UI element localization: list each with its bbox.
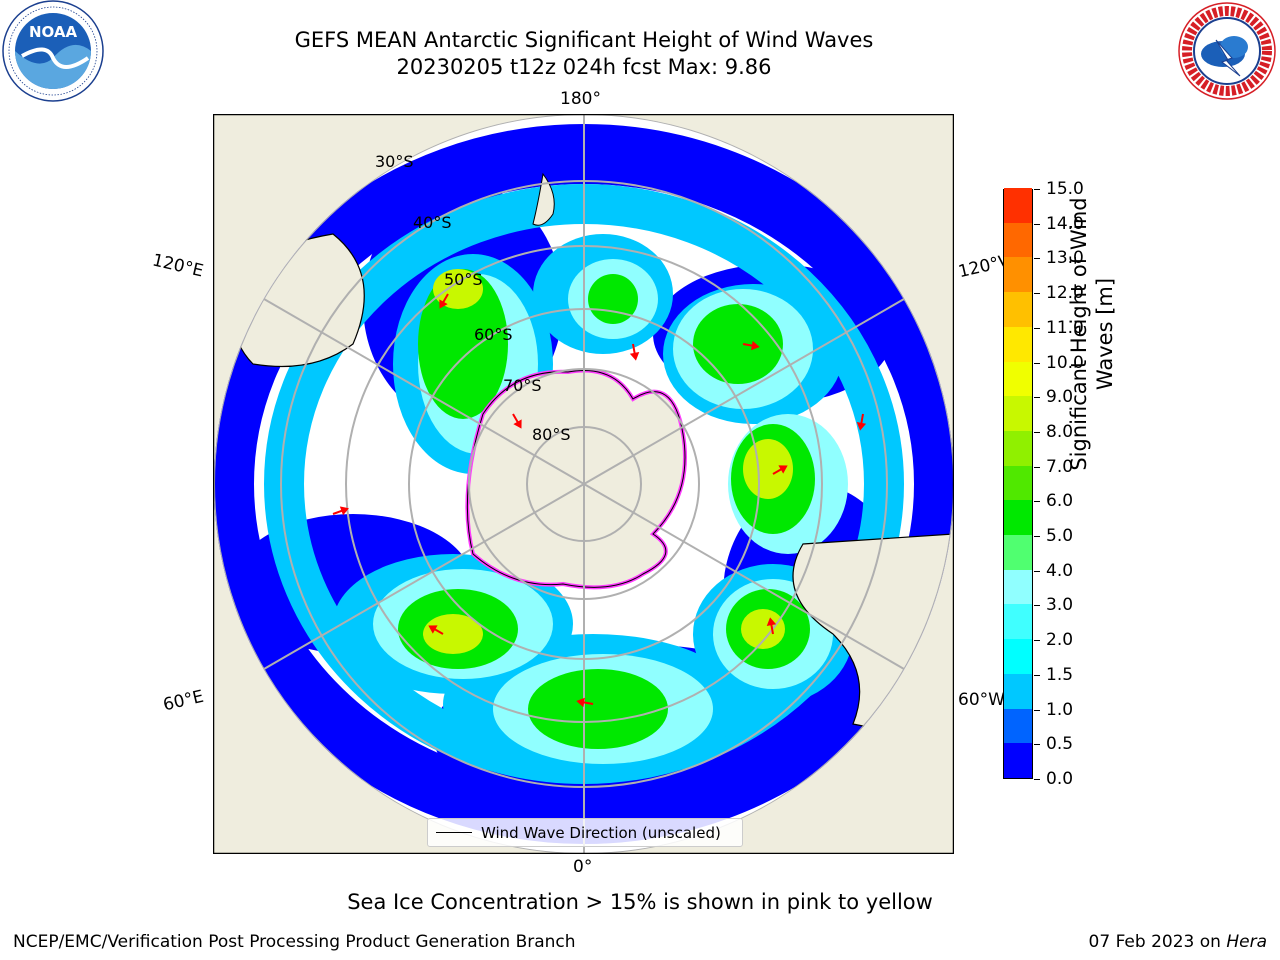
colorbar-tick xyxy=(1034,674,1040,676)
lon-label-60e: 60°E xyxy=(161,686,206,716)
nws-logo xyxy=(1178,2,1276,100)
land-new-zealand xyxy=(532,172,555,226)
lat-label-60s: 60°S xyxy=(474,325,513,344)
lon-label-180: 180° xyxy=(560,89,601,109)
wind-wave-arrows xyxy=(332,293,867,708)
sea-ice-caption: Sea Ice Concentration > 15% is shown in … xyxy=(347,890,933,914)
map-legend: Wind Wave Direction (unscaled) xyxy=(427,818,743,847)
colorbar-tick-label: 3.0 xyxy=(1046,595,1074,616)
footer-credit: NCEP/EMC/Verification Post Processing Pr… xyxy=(13,932,576,952)
colorbar-segment xyxy=(1004,673,1032,709)
chart-subtitle: 20230205 t12z 024h fcst Max: 9.86 xyxy=(396,55,772,79)
colorbar-tick-label: 4.0 xyxy=(1046,560,1074,581)
legend-line-swatch xyxy=(436,832,472,833)
colorbar-tick xyxy=(1034,605,1040,607)
colorbar-tick xyxy=(1034,223,1040,225)
colorbar-tick-label: 2.0 xyxy=(1046,630,1074,651)
noaa-logo: NOAA xyxy=(2,0,104,102)
colorbar-segment xyxy=(1004,534,1032,570)
lat-label-50s: 50°S xyxy=(444,270,483,289)
colorbar-tick-label: 9.0 xyxy=(1046,387,1074,408)
lat-label-30s: 30°S xyxy=(375,152,414,171)
colorbar-tick xyxy=(1034,501,1040,503)
colorbar xyxy=(1003,187,1033,779)
colorbar-segment xyxy=(1004,569,1032,605)
colorbar-tick xyxy=(1034,258,1040,260)
colorbar-tick-label: 15.0 xyxy=(1046,179,1084,199)
lon-label-60w: 60°W xyxy=(958,690,1005,710)
colorbar-segment xyxy=(1004,603,1032,640)
colorbar-tick-label: 11.0 xyxy=(1046,317,1084,338)
colorbar-segment xyxy=(1004,638,1032,674)
colorbar-tick-label: 7.0 xyxy=(1046,456,1074,477)
colorbar-tick xyxy=(1034,397,1040,399)
colorbar-segment xyxy=(1004,291,1032,327)
colorbar-tick xyxy=(1034,466,1040,468)
colorbar-tick xyxy=(1034,640,1040,642)
legend-label: Wind Wave Direction (unscaled) xyxy=(481,823,721,842)
colorbar-segment xyxy=(1004,499,1032,536)
lat-label-70s: 70°S xyxy=(503,376,542,395)
colorbar-tick xyxy=(1034,327,1040,329)
graticule xyxy=(214,114,954,854)
colorbar-tick xyxy=(1034,362,1040,364)
colorbar-segment xyxy=(1004,361,1032,397)
colorbar-tick-label: 5.0 xyxy=(1046,526,1074,547)
colorbar-tick xyxy=(1034,431,1040,433)
lon-label-120e: 120°E xyxy=(150,250,206,282)
footer-date-text: 07 Feb 2023 on xyxy=(1088,932,1221,952)
colorbar-segment xyxy=(1004,222,1032,258)
colorbar-segment xyxy=(1004,708,1032,744)
colorbar-segment xyxy=(1004,430,1032,466)
colorbar-tick xyxy=(1034,536,1040,538)
colorbar-segment xyxy=(1004,256,1032,293)
colorbar-segment xyxy=(1004,395,1032,431)
colorbar-tick-label: 1.5 xyxy=(1046,664,1074,685)
colorbar-tick-label: 8.0 xyxy=(1046,421,1074,442)
colorbar-title-line1: Significant Height of Wind xyxy=(1067,197,1091,471)
colorbar-segment xyxy=(1004,326,1032,362)
colorbar-tick-label: 13.0 xyxy=(1046,248,1084,269)
colorbar-tick xyxy=(1034,709,1040,711)
colorbar-tick-label: 1.0 xyxy=(1046,699,1074,720)
colorbar-tick-label: 10.0 xyxy=(1046,352,1084,373)
noaa-logo-text: NOAA xyxy=(29,23,78,41)
lon-label-0: 0° xyxy=(573,857,593,877)
chart-title: GEFS MEAN Antarctic Significant Height o… xyxy=(294,28,874,52)
colorbar-tick-label: 0.5 xyxy=(1046,734,1074,755)
lat-label-80s: 80°S xyxy=(532,425,571,444)
colorbar-tick-label: 6.0 xyxy=(1046,491,1074,512)
colorbar-tick xyxy=(1034,744,1040,746)
colorbar-tick-label: 14.0 xyxy=(1046,213,1084,234)
colorbar-segment xyxy=(1004,742,1032,778)
colorbar-segment xyxy=(1004,187,1032,223)
colorbar-tick-label: 0.0 xyxy=(1046,769,1074,789)
colorbar-tick xyxy=(1034,293,1040,295)
colorbar-tick xyxy=(1034,570,1040,572)
colorbar-tick-label: 12.0 xyxy=(1046,283,1084,304)
footer-date: 07 Feb 2023 on Hera xyxy=(1089,932,1267,952)
colorbar-title: Significant Height of Wind Waves [m] xyxy=(1066,184,1118,484)
colorbar-segment xyxy=(1004,465,1032,501)
lat-label-40s: 40°S xyxy=(413,213,452,232)
footer-machine: Hera xyxy=(1226,932,1267,952)
colorbar-tick xyxy=(1034,189,1040,190)
polar-map xyxy=(213,114,954,854)
colorbar-title-line2: Waves [m] xyxy=(1093,277,1117,391)
colorbar-tick xyxy=(1034,779,1040,780)
